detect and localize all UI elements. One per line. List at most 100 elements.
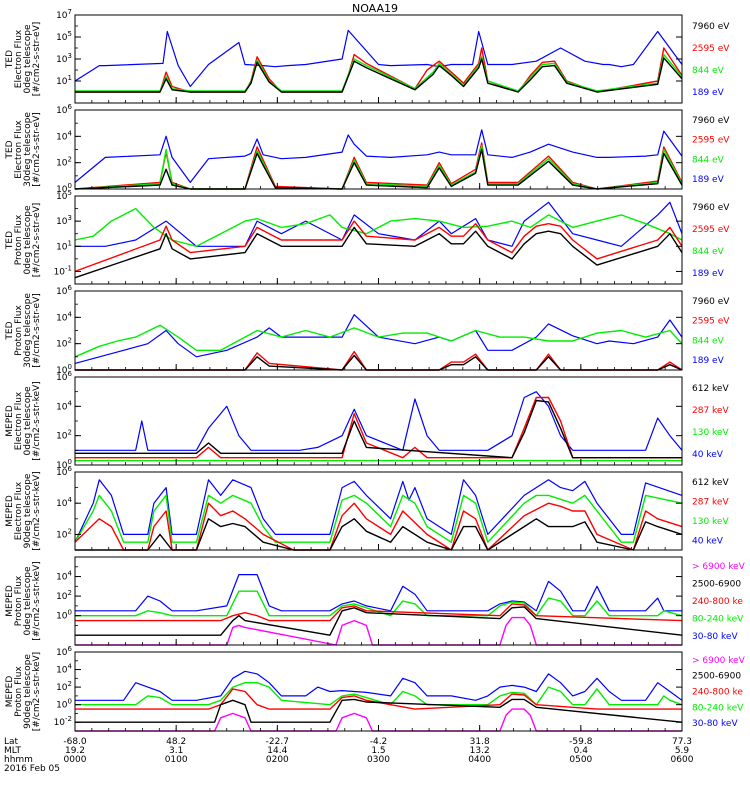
series-line-green — [74, 207, 683, 248]
y-axis-label-line: TED — [5, 50, 15, 69]
legend-entry: 2500-6900 — [692, 579, 741, 589]
series-line-blue — [75, 201, 683, 247]
legend-entry: 2595 eV — [692, 225, 730, 235]
y-axis-label-line: TED — [5, 321, 15, 340]
y-axis-label-line: Electron Flux — [14, 481, 24, 540]
y-tick-label: 104 — [56, 570, 72, 583]
y-tick-label: 100 — [56, 609, 72, 622]
panel-5: 100 102 104 106 MEPED Electron Flux 0deg teles… — [5, 370, 729, 471]
x-tick-mlt: 0.4 — [574, 746, 589, 756]
y-tick-label: 103 — [56, 52, 72, 65]
y-tick-label: 102 — [56, 429, 72, 442]
y-axis-label-line: [#/cm2-s-str-eV] — [32, 22, 42, 97]
series-line-blue — [74, 129, 683, 183]
y-axis-label-line: Electron Flux — [14, 120, 24, 179]
legend-entry: 287 keV — [692, 497, 729, 507]
y-axis-label-line: [#/cm2-s-str-keV] — [32, 652, 42, 731]
legend-entry: 844 eV — [692, 336, 725, 346]
series-line-black — [75, 606, 683, 636]
y-axis-label-line: 90deg telescope — [23, 473, 33, 548]
legend-entry: 80-240 keV — [692, 615, 744, 625]
y-axis-label-line: MEPED — [5, 676, 15, 708]
series-line-green — [74, 324, 683, 358]
legend-entry: 240-800 ke — [692, 597, 743, 607]
x-tick-lat: 77.3 — [672, 737, 692, 747]
y-tick-label: 102 — [56, 156, 72, 169]
y-tick-label: 10-1 — [54, 264, 72, 277]
panel-series — [74, 129, 683, 190]
legend-entry: 80-240 keV — [692, 703, 744, 713]
y-axis-label-line: [#/cm2-s-str-eV] — [32, 112, 42, 187]
x-tick-lat: -59.8 — [569, 737, 593, 747]
y-axis-label-line: 0deg telescope — [23, 566, 33, 636]
y-tick-label: 106 — [56, 284, 72, 297]
y-tick-label: 100 — [56, 698, 72, 711]
y-axis-label-line: TED — [5, 140, 15, 159]
y-axis-label-line: 0deg telescope — [23, 24, 33, 94]
x-tick-time: 0600 — [671, 755, 694, 765]
y-tick-label: 106 — [56, 465, 72, 478]
y-axis-label-line: TED — [5, 231, 15, 250]
series-line-magenta — [75, 616, 682, 646]
series-line-black — [75, 399, 682, 459]
x-tick-time: 0300 — [367, 755, 390, 765]
panel-2: 100 102 104 106 TED Electron Flux 30deg telesc… — [5, 103, 730, 195]
panel-series — [74, 479, 683, 551]
x-tick-mlt: 1.5 — [371, 746, 385, 756]
panel-series — [74, 201, 683, 279]
legend-entry: 844 eV — [692, 66, 725, 76]
x-tick-lat: 31.8 — [470, 737, 490, 747]
legend-entry: 844 eV — [692, 155, 725, 165]
x-tick-lat: 48.2 — [166, 737, 186, 747]
y-tick-label: 107 — [56, 8, 72, 21]
panel-series — [74, 29, 683, 93]
series-line-green — [75, 590, 683, 617]
legend-entry: 189 eV — [692, 269, 725, 279]
legend-entry: 612 keV — [692, 384, 729, 394]
x-row-label: Lat — [4, 737, 19, 747]
panel-4: 100 102 104 106 TED Proton Flux 30deg telescop… — [5, 284, 730, 376]
x-row-label: MLT — [4, 746, 22, 756]
panel-series — [75, 391, 683, 462]
legend-entry: 2595 eV — [692, 44, 730, 54]
legend-entry: > 6900 keV — [692, 656, 746, 666]
y-axis-label-line: [#/cm2-s-str-eV] — [32, 203, 42, 278]
y-axis-label-line: 0deg telescope — [23, 205, 33, 275]
y-tick-label: 106 — [56, 645, 72, 658]
legend-entry: 240-800 ke — [692, 688, 743, 698]
series-line-red — [75, 47, 683, 93]
legend-entry: 30-80 keV — [692, 719, 738, 729]
y-tick-label: 101 — [56, 239, 72, 252]
y-axis-label-line: MEPED — [5, 405, 15, 437]
legend-entry: 30-80 keV — [692, 632, 738, 642]
series-line-red — [75, 688, 682, 710]
panel-frame — [74, 556, 683, 646]
y-tick-label: 100 — [56, 182, 72, 195]
legend-entry: 40 keV — [692, 536, 724, 546]
legend-entry: 189 eV — [692, 356, 725, 366]
y-tick-label: 103 — [56, 214, 72, 227]
legend-entry: 7960 eV — [692, 22, 730, 32]
legend-entry: 40 keV — [692, 450, 724, 460]
y-tick-label: 104 — [56, 129, 72, 142]
x-tick-mlt: 5.9 — [675, 746, 690, 756]
y-tick-label: 101 — [56, 74, 72, 87]
y-tick-label: 105 — [56, 189, 72, 202]
legend-entry: 7960 eV — [692, 297, 730, 307]
panel-7: 100 102 104 MEPED Proton Flux 0deg telescope[… — [5, 556, 746, 646]
y-axis-label-line: [#/cm2-s-str-keV] — [32, 471, 42, 550]
panel-8: 10-2 100 102 104 106 MEPED Proton Flux 90deg te… — [5, 645, 746, 732]
series-line-blue — [74, 29, 683, 88]
x-row-label: hhmm — [4, 755, 33, 765]
legend-entry: 7960 eV — [692, 116, 730, 126]
y-tick-label: 104 — [56, 496, 72, 509]
x-tick-time: 0000 — [64, 755, 87, 765]
series-line-blue — [74, 314, 683, 364]
series-line-green — [75, 682, 683, 706]
y-axis-label-line: Electron Flux — [14, 29, 24, 88]
y-tick-label: 100 — [56, 458, 72, 471]
series-line-red — [75, 396, 682, 459]
